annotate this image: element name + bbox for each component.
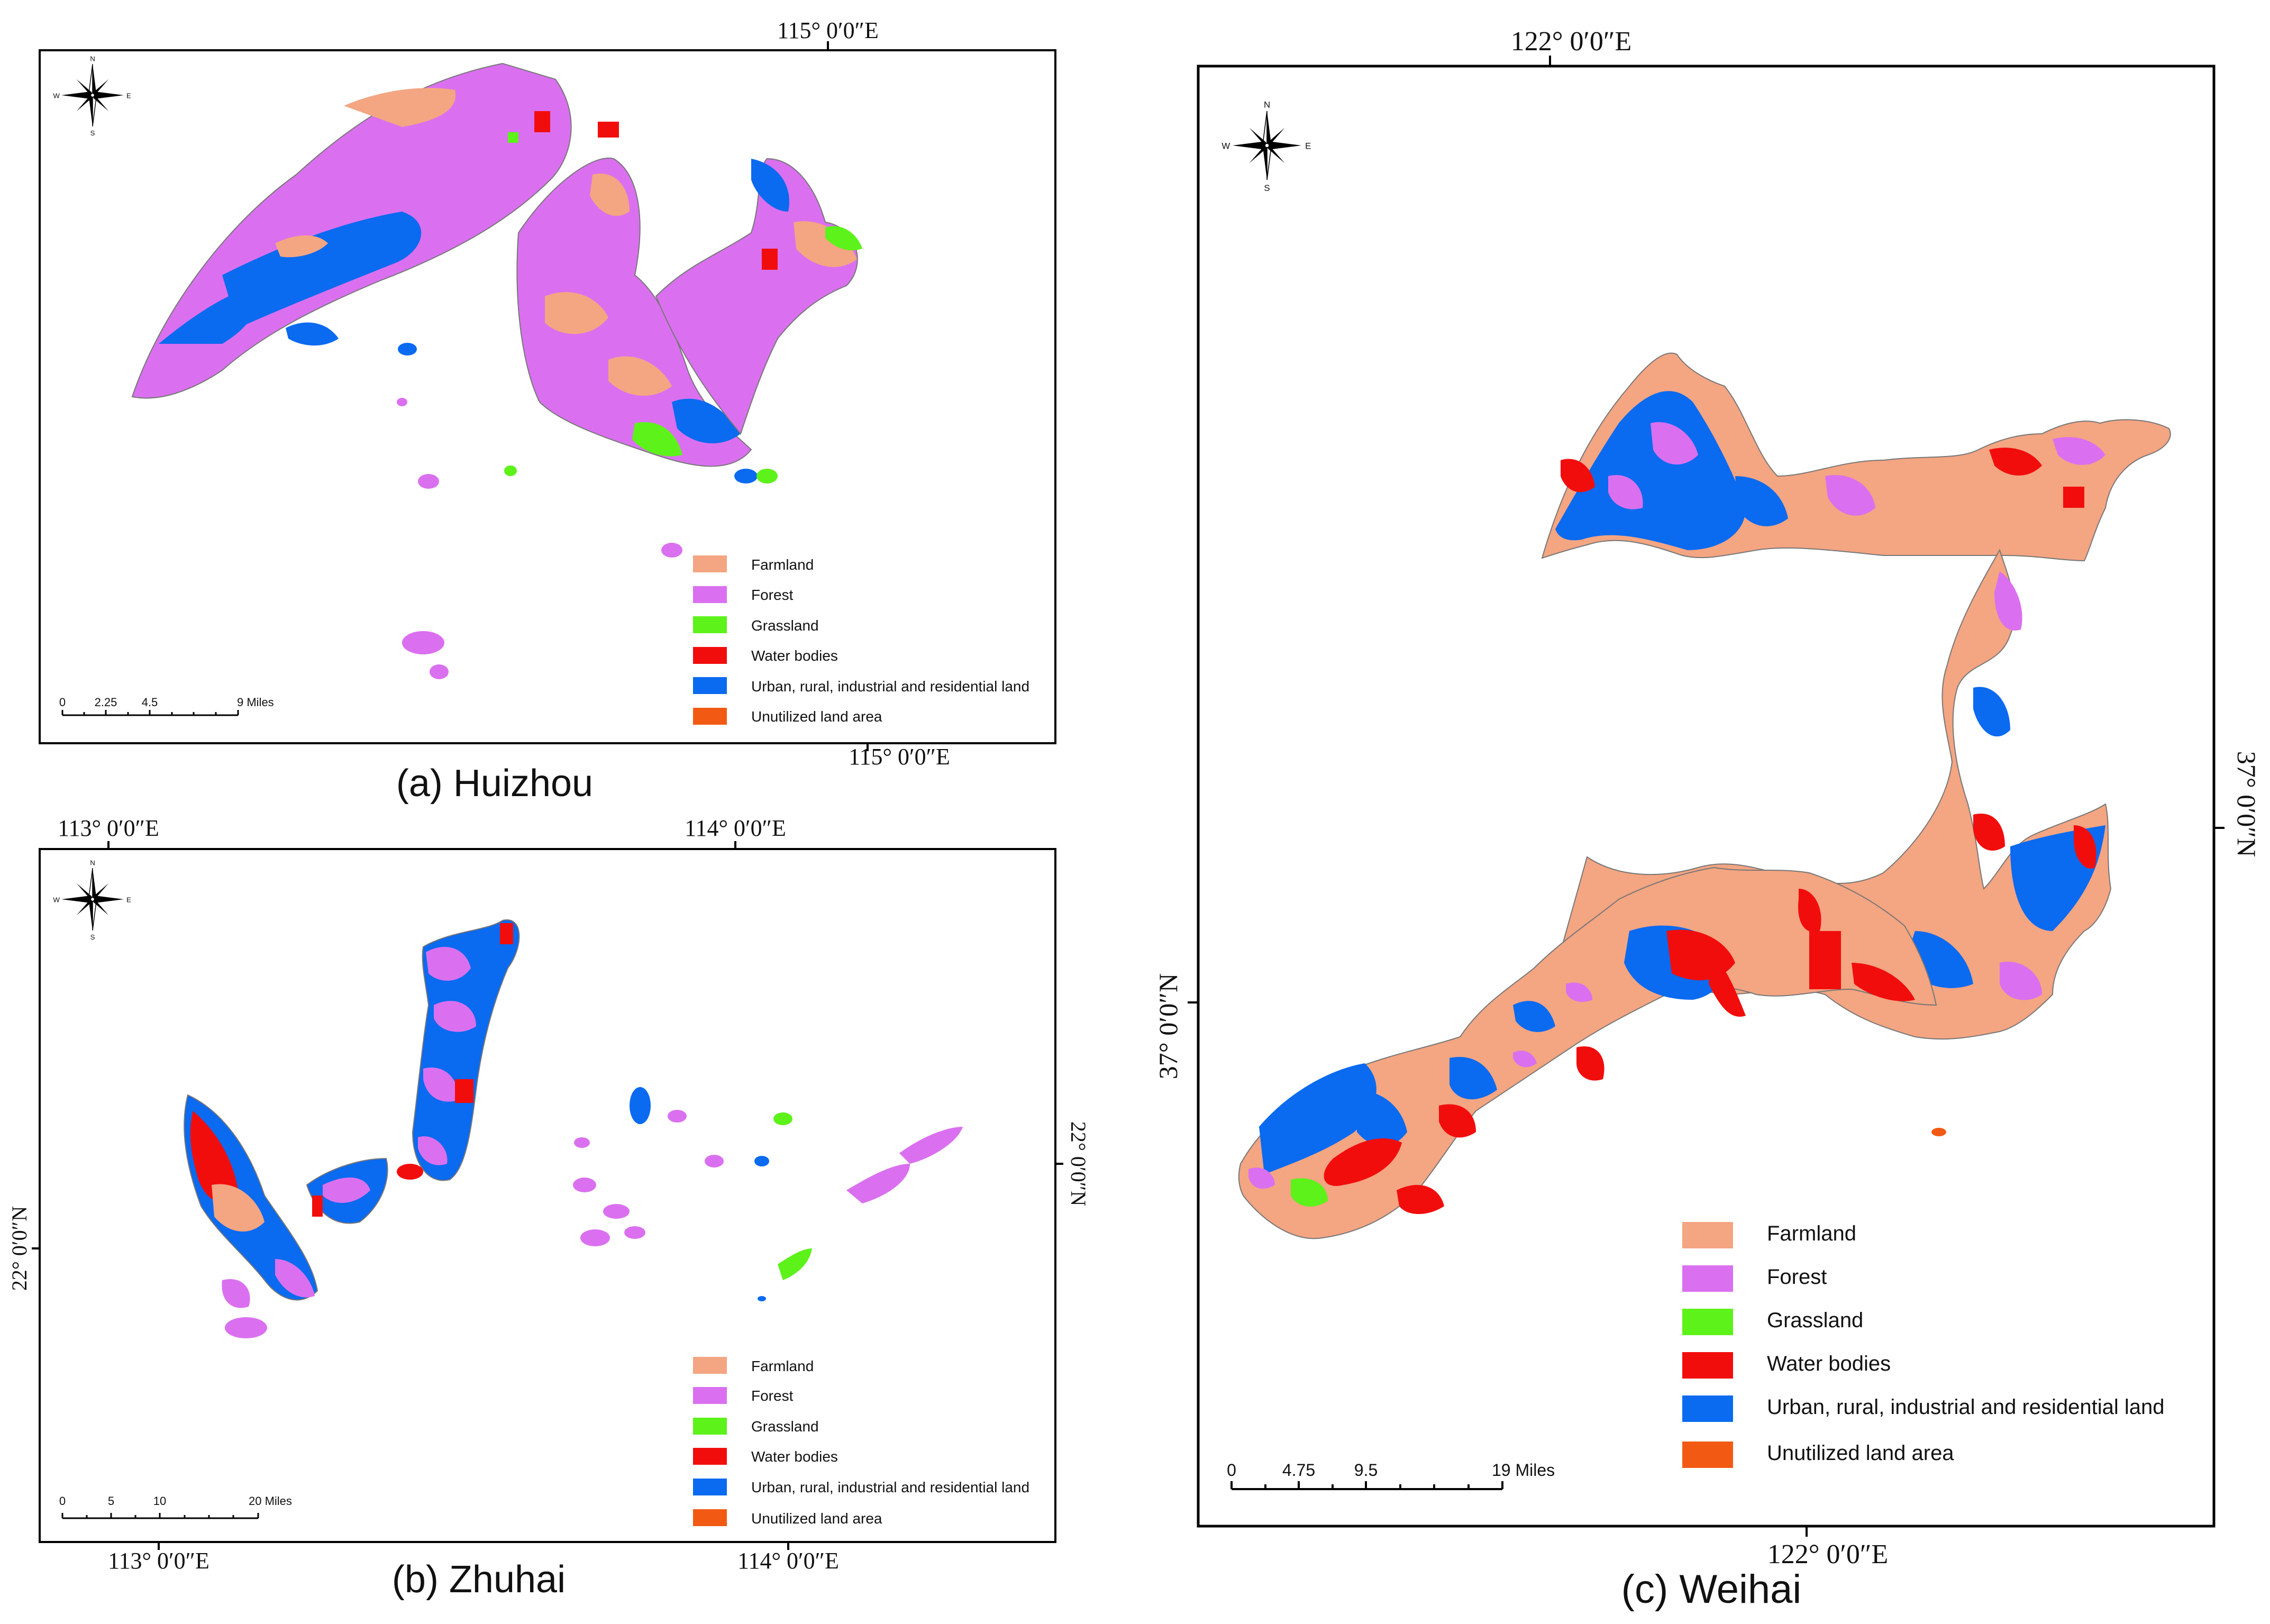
- legend-label-forest: Forest: [1767, 1265, 1827, 1289]
- compass-rose-icon: N S E W: [53, 54, 131, 137]
- legend-swatch-unutilized: [693, 708, 727, 725]
- legend: Farmland Forest Grassland Water bodies U…: [1682, 1222, 2165, 1468]
- legend-swatch-forest: [693, 586, 727, 603]
- panel-weihai: 122° 0′0″E 122° 0′0″E 37° 0′0″N 37° 0′0″…: [1153, 26, 2262, 1612]
- legend-swatch-urban: [1682, 1395, 1733, 1422]
- map-frame: [1197, 65, 2216, 1528]
- map-frame: [39, 848, 1056, 1543]
- svg-text:E: E: [1305, 141, 1311, 151]
- legend-swatch-grassland: [1682, 1309, 1733, 1335]
- legend-swatch-farmland: [1682, 1222, 1733, 1248]
- svg-text:S: S: [90, 129, 95, 137]
- svg-text:4.5: 4.5: [142, 696, 158, 709]
- panel-zhuhai: 113° 0′0″E 114° 0′0″E 113° 0′0″E 114° 0′…: [7, 815, 1090, 1601]
- longitude-label-top-right: 114° 0′0″E: [685, 815, 786, 841]
- svg-text:W: W: [1221, 141, 1230, 151]
- legend-label-urban: Urban, rural, industrial and residential…: [751, 1479, 1029, 1495]
- legend-swatch-farmland: [693, 555, 727, 572]
- svg-text:10: 10: [153, 1494, 166, 1508]
- compass-rose-icon: N S E W: [53, 859, 131, 941]
- legend-label-urban: Urban, rural, industrial and residential…: [1767, 1395, 2165, 1419]
- legend-swatch-water: [1682, 1352, 1733, 1379]
- compass-rose-icon: N S E W: [1221, 100, 1311, 194]
- legend-label-urban: Urban, rural, industrial and residential…: [751, 678, 1029, 695]
- svg-text:2.25: 2.25: [95, 696, 117, 709]
- svg-text:W: W: [53, 92, 60, 100]
- svg-text:4.75: 4.75: [1282, 1461, 1315, 1480]
- scale-bar: 0 5 10 20 Miles: [59, 1494, 292, 1519]
- legend-swatch-water: [693, 647, 727, 664]
- svg-text:19 Miles: 19 Miles: [1492, 1461, 1555, 1480]
- legend-label-forest: Forest: [751, 1388, 794, 1404]
- latitude-label-left: 22° 0′0″N: [7, 1206, 31, 1291]
- land-use-map: [131, 62, 862, 679]
- legend-swatch-forest: [693, 1387, 727, 1404]
- panel-caption: (b) Zhuhai: [392, 1558, 566, 1601]
- legend-label-unutilized: Unutilized land area: [1767, 1441, 1954, 1465]
- legend-label-forest: Forest: [751, 587, 794, 603]
- longitude-label-bottom: 122° 0′0″E: [1767, 1539, 1889, 1570]
- longitude-label-top: 115° 0′0″E: [777, 17, 879, 43]
- svg-text:S: S: [1264, 183, 1270, 193]
- svg-text:9 Miles: 9 Miles: [237, 696, 274, 709]
- legend-label-water: Water bodies: [751, 647, 838, 664]
- svg-text:N: N: [90, 54, 95, 62]
- svg-text:N: N: [90, 859, 95, 866]
- legend-swatch-grassland: [693, 1418, 727, 1435]
- legend-label-grassland: Grassland: [751, 1418, 819, 1435]
- svg-text:S: S: [90, 933, 95, 941]
- legend-swatch-water: [693, 1448, 727, 1465]
- land-use-map: [1238, 352, 2171, 1239]
- svg-text:0: 0: [1227, 1461, 1236, 1480]
- svg-text:20 Miles: 20 Miles: [249, 1494, 292, 1508]
- svg-text:0: 0: [59, 1494, 66, 1508]
- legend: Farmland Forest Grassland Water bodies U…: [693, 1357, 1029, 1527]
- panel-huizhou: 115° 0′0″E 115° 0′0″E N S E W: [39, 17, 1056, 805]
- longitude-label-bottom: 115° 0′0″E: [849, 744, 950, 770]
- legend-swatch-urban: [693, 1479, 727, 1495]
- legend-label-water: Water bodies: [1767, 1352, 1891, 1375]
- legend-label-farmland: Farmland: [1767, 1222, 1856, 1245]
- scale-bar: 0 4.75 9.5 19 Miles: [1227, 1461, 1555, 1490]
- svg-text:0: 0: [59, 696, 66, 709]
- panel-caption: (a) Huizhou: [396, 762, 593, 805]
- svg-text:5: 5: [108, 1494, 114, 1508]
- legend-label-water: Water bodies: [751, 1448, 838, 1465]
- svg-text:N: N: [1264, 100, 1270, 110]
- legend-swatch-unutilized: [1682, 1441, 1733, 1468]
- legend: Farmland Forest Grassland Water bodies U…: [693, 555, 1029, 725]
- svg-text:W: W: [53, 896, 60, 904]
- latitude-label-left: 37° 0′0″N: [1153, 973, 1183, 1079]
- legend-label-grassland: Grassland: [751, 617, 819, 634]
- legend-swatch-farmland: [693, 1357, 727, 1374]
- svg-text:E: E: [126, 896, 131, 904]
- longitude-label-top-left: 113° 0′0″E: [58, 815, 159, 841]
- legend-label-unutilized: Unutilized land area: [751, 708, 882, 725]
- longitude-label-top: 122° 0′0″E: [1511, 26, 1632, 57]
- legend-label-farmland: Farmland: [751, 556, 814, 573]
- legend-swatch-grassland: [693, 616, 727, 633]
- legend-label-unutilized: Unutilized land area: [751, 1510, 882, 1527]
- legend-swatch-urban: [693, 677, 727, 694]
- legend-swatch-unutilized: [693, 1509, 727, 1526]
- longitude-label-bottom-right: 114° 0′0″E: [737, 1548, 839, 1574]
- land-use-map: [184, 919, 963, 1338]
- longitude-label-bottom-left: 113° 0′0″E: [108, 1548, 209, 1574]
- legend-label-farmland: Farmland: [751, 1358, 814, 1374]
- latitude-label-right: 22° 0′0″N: [1066, 1121, 1090, 1206]
- latitude-label-right: 37° 0′0″N: [2232, 751, 2262, 857]
- svg-text:E: E: [126, 92, 131, 100]
- legend-swatch-forest: [1682, 1265, 1733, 1292]
- panel-caption: (c) Weihai: [1621, 1567, 1802, 1612]
- legend-label-grassland: Grassland: [1767, 1309, 1863, 1332]
- svg-text:9.5: 9.5: [1354, 1461, 1378, 1480]
- scale-bar: 0 2.25 4.5 9 Miles: [59, 696, 274, 716]
